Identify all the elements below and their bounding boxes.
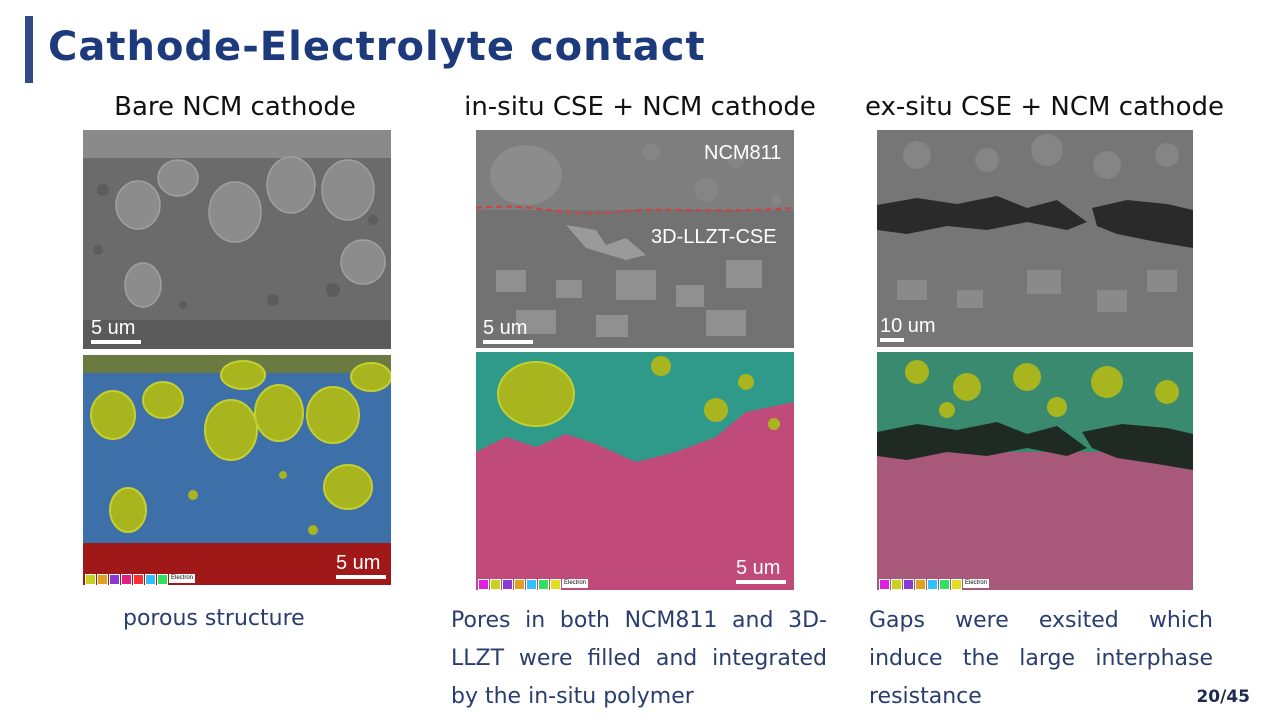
eds-legend-in-situ: Electron — [478, 579, 589, 590]
eds-map-in-situ: 5 um Electron — [476, 352, 794, 590]
caption-in-situ: Pores in both NCM811 and 3D-LLZT were fi… — [451, 608, 827, 709]
eds-scale-bar-in-situ: 5 um — [736, 558, 786, 584]
caption-ex-situ: Gaps were exsited which induce the large… — [869, 608, 1213, 709]
label-ncm811: NCM811 — [704, 142, 782, 164]
sem-image-bare-ncm: 5 um — [83, 130, 391, 349]
sem-scale-bar-ex-situ: 10 um — [880, 316, 936, 342]
heading-in-situ: in-situ CSE + NCM cathode — [464, 92, 816, 122]
slide-title: Cathode-Electrolyte contact — [48, 24, 706, 70]
heading-ex-situ: ex-situ CSE + NCM cathode — [864, 92, 1225, 122]
title-accent-bar — [25, 16, 33, 83]
eds-legend-bare: Electron — [85, 574, 196, 585]
label-3d-llzt-cse: 3D-LLZT-CSE — [651, 226, 777, 248]
eds-map-bare-ncm: 5 um Electron — [83, 355, 391, 585]
eds-legend-ex-situ: Electron — [879, 579, 990, 590]
caption-bare-ncm: porous structure — [123, 606, 305, 631]
sem-image-in-situ: NCM811 3D-LLZT-CSE 5 um — [476, 130, 794, 348]
page-number: 20/45 — [1196, 687, 1250, 707]
eds-map-ex-situ: Electron — [877, 352, 1193, 590]
sem-image-ex-situ: 10 um — [877, 130, 1193, 347]
sem-scale-bar-bare: 5 um — [91, 318, 141, 344]
sem-scale-bar-in-situ: 5 um — [483, 318, 533, 344]
eds-scale-bar-bare: 5 um — [336, 553, 386, 579]
heading-bare-ncm: Bare NCM cathode — [114, 92, 356, 122]
